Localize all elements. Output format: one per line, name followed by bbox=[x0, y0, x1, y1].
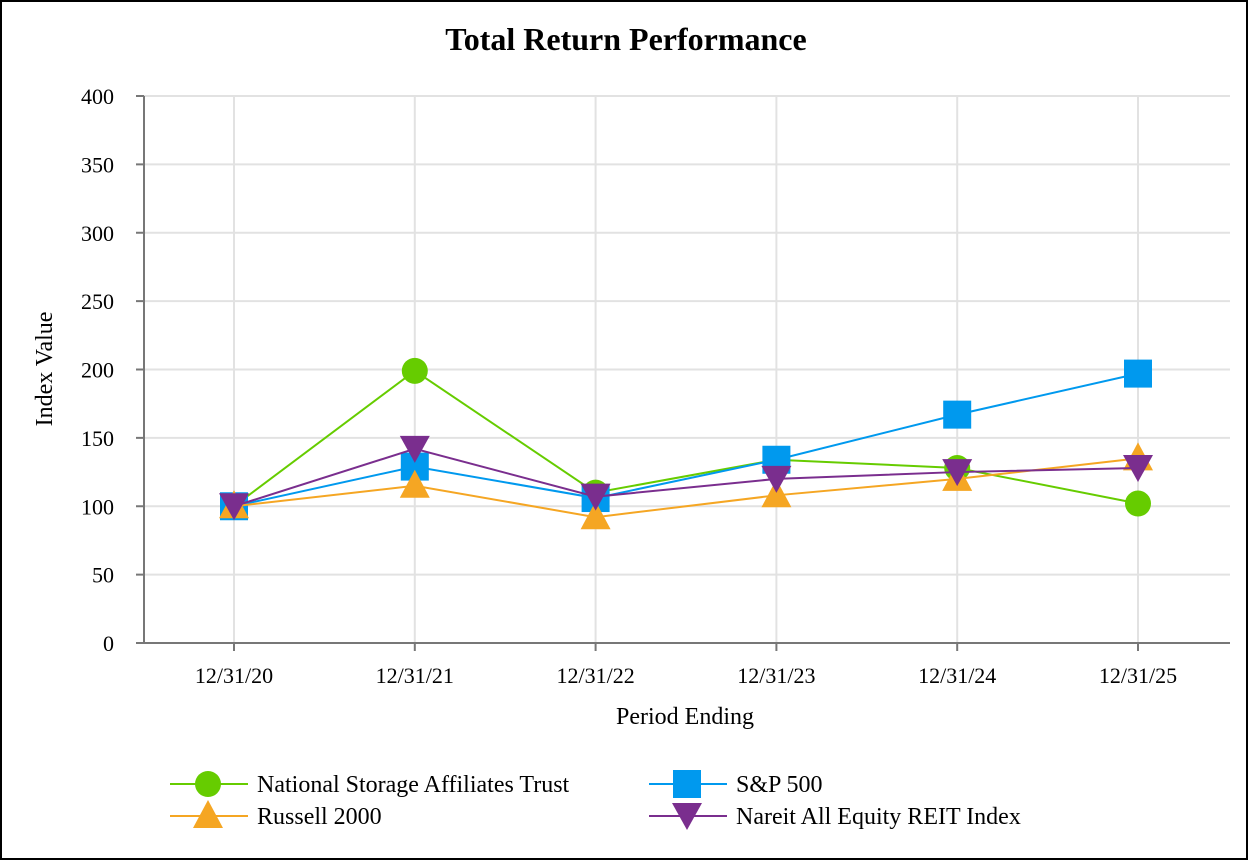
y-tick-label: 100 bbox=[81, 494, 114, 519]
legend-item: National Storage Affiliates Trust bbox=[170, 771, 570, 798]
legend-marker bbox=[195, 771, 221, 797]
y-tick-label: 400 bbox=[81, 84, 114, 109]
data-point bbox=[580, 501, 611, 530]
x-tick-label: 12/31/23 bbox=[737, 663, 815, 688]
legend-label: Nareit All Equity REIT Index bbox=[736, 804, 1021, 830]
legend-label: S&P 500 bbox=[736, 772, 822, 798]
data-point bbox=[399, 469, 430, 498]
y-tick-label: 200 bbox=[81, 358, 114, 383]
data-point bbox=[942, 459, 973, 487]
data-point bbox=[219, 493, 249, 521]
x-tick-label: 12/31/25 bbox=[1099, 663, 1177, 688]
series-group bbox=[219, 357, 1153, 530]
data-point bbox=[401, 357, 428, 384]
series-line bbox=[233, 457, 1139, 519]
legend-label: Russell 2000 bbox=[257, 804, 382, 830]
series-3 bbox=[219, 442, 1153, 530]
x-tick-label: 12/31/20 bbox=[195, 663, 273, 688]
data-point bbox=[761, 465, 792, 493]
x-tick-label: 12/31/24 bbox=[918, 663, 996, 688]
y-tick-label: 300 bbox=[81, 221, 114, 246]
y-tick-label: 350 bbox=[81, 152, 114, 177]
y-tick-label: 250 bbox=[81, 289, 114, 314]
data-point bbox=[1124, 359, 1152, 388]
legend-label: National Storage Affiliates Trust bbox=[257, 772, 570, 798]
series-line bbox=[233, 447, 1139, 508]
y-axis-title: Index Value bbox=[32, 312, 58, 427]
legend-marker bbox=[672, 803, 702, 830]
x-tick-label: 12/31/21 bbox=[376, 663, 454, 688]
data-point bbox=[1123, 454, 1153, 482]
chart-title: Total Return Performance bbox=[445, 21, 806, 57]
grid bbox=[144, 95, 1230, 643]
data-point bbox=[761, 479, 792, 508]
y-tick-label: 150 bbox=[81, 426, 114, 451]
series-2 bbox=[220, 359, 1152, 521]
data-point bbox=[580, 483, 611, 511]
legend: National Storage Affiliates Trust S&P 500… bbox=[170, 770, 1021, 830]
data-point bbox=[399, 435, 430, 463]
legend-item: S&P 500 bbox=[649, 770, 822, 798]
legend-marker bbox=[673, 770, 701, 798]
series-line bbox=[233, 372, 1139, 508]
y-tick-label: 50 bbox=[92, 563, 114, 588]
axes: 0 50 100 150 200 250 300 350 400 12/31/20 12/31/21… bbox=[81, 84, 1230, 688]
legend-item: Russell 2000 bbox=[170, 800, 382, 830]
legend-item: Nareit All Equity REIT Index bbox=[649, 803, 1021, 830]
legend-marker bbox=[193, 800, 223, 828]
x-axis-title: Period Ending bbox=[616, 704, 754, 730]
series-4 bbox=[219, 435, 1153, 521]
y-tick-label: 0 bbox=[103, 631, 114, 656]
series-line bbox=[233, 369, 1139, 508]
x-tick-label: 12/31/22 bbox=[556, 663, 634, 688]
data-point bbox=[1125, 490, 1151, 517]
data-point bbox=[943, 400, 972, 429]
